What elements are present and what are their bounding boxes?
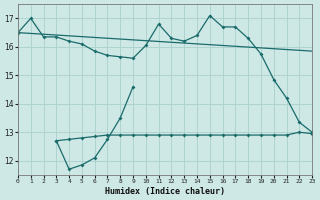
X-axis label: Humidex (Indice chaleur): Humidex (Indice chaleur)	[105, 187, 225, 196]
